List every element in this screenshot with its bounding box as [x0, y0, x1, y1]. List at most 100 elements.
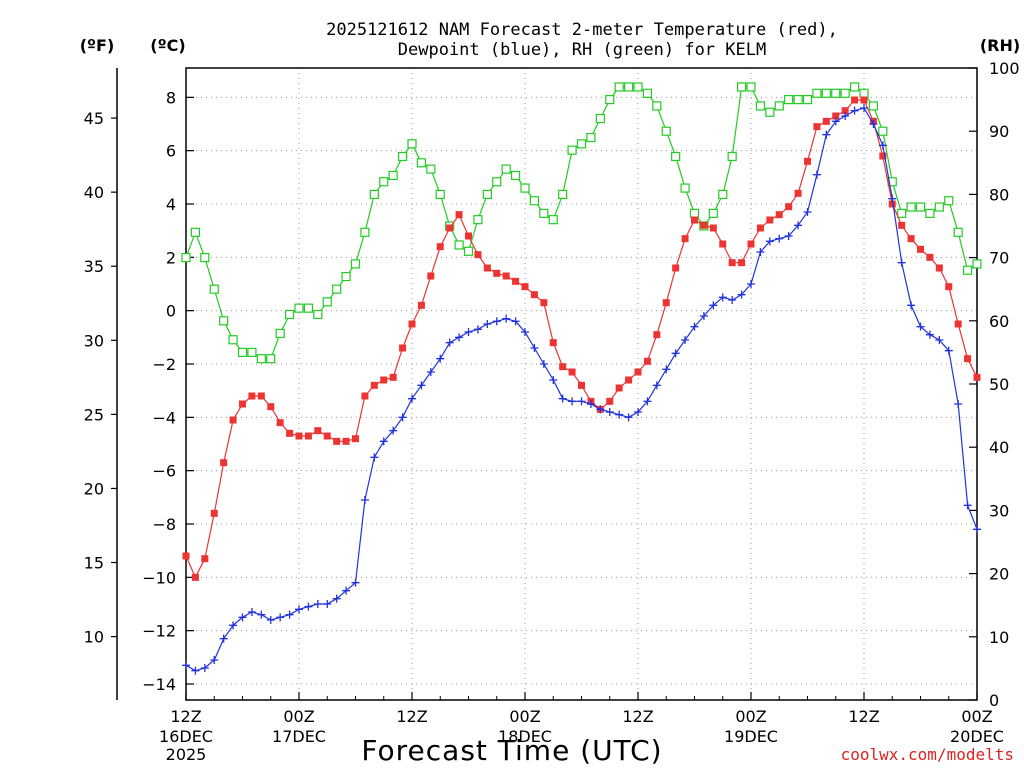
rh-point	[350, 259, 361, 269]
date-tick-label: 16DEC	[159, 727, 213, 746]
fahrenheit-tick-label: 30	[84, 331, 104, 350]
rh-point	[520, 183, 530, 193]
celsius-tick-label: −2	[152, 355, 176, 374]
temperature-point	[832, 112, 840, 120]
dewpoint-point	[266, 616, 275, 624]
dewpoint-point	[295, 605, 303, 614]
temperature-point	[417, 301, 425, 309]
rh-point	[435, 189, 445, 199]
rh-point	[812, 88, 822, 98]
rh-point	[313, 309, 323, 320]
date-tick-label: 18DEC	[498, 727, 552, 746]
dewpoint-point	[511, 317, 520, 326]
temperature-point	[191, 573, 199, 581]
rh-point	[190, 227, 201, 237]
dewpoint-point	[332, 594, 341, 603]
rh-point	[426, 164, 436, 174]
temperature-point	[813, 123, 821, 131]
rh-point	[774, 101, 784, 111]
rh-point	[840, 88, 850, 98]
dewpoint-point	[869, 120, 878, 128]
temperature-series	[182, 96, 981, 581]
dewpoint-point	[323, 600, 332, 608]
rh-tick-label: 10	[989, 628, 1009, 647]
rh-tick-label: 50	[989, 375, 1009, 394]
temperature-point	[973, 373, 981, 381]
celsius-tick-label: 8	[166, 88, 176, 107]
rh-point	[859, 88, 869, 98]
dewpoint-point	[775, 234, 784, 243]
dewpoint-point	[351, 578, 360, 587]
temperature-point	[342, 437, 350, 445]
temperature-point	[568, 368, 576, 376]
dewpoint-point	[803, 208, 812, 216]
temperature-point	[804, 157, 811, 165]
dewpoint-point	[624, 413, 633, 422]
rh-point	[303, 303, 314, 313]
dewpoint-point	[521, 328, 529, 336]
temperature-point	[625, 376, 633, 384]
temperature-point	[512, 277, 520, 285]
rh-point	[586, 132, 596, 143]
temperature-point	[465, 232, 472, 240]
temperature-point	[276, 419, 284, 427]
rh-point	[492, 177, 502, 187]
rh-point	[595, 113, 605, 124]
temperature-point	[700, 221, 708, 229]
dewpoint-point	[963, 501, 972, 510]
rh-point	[906, 202, 916, 212]
temperature-point	[907, 235, 915, 243]
gridlines	[186, 68, 977, 700]
dewpoint-point	[737, 290, 746, 299]
temperature-point	[935, 264, 943, 272]
dewpoint-point	[907, 301, 916, 310]
temperature-point	[295, 432, 303, 440]
dewpoint-point	[285, 610, 294, 619]
rh-point	[934, 202, 944, 212]
temperature-point	[691, 216, 698, 224]
time-tick-label: 00Z	[961, 707, 992, 726]
rh-point	[482, 189, 492, 199]
temperature-point	[408, 320, 416, 328]
unit-rh: (RH)	[980, 36, 1020, 55]
rh-point	[416, 158, 427, 168]
temperature-point	[851, 96, 859, 104]
temperature-point	[352, 435, 359, 443]
time-tick-label: 00Z	[509, 707, 540, 726]
rh-point	[284, 309, 295, 320]
temperature-point	[672, 264, 680, 272]
dewpoint-point	[765, 237, 774, 246]
rh-point	[915, 202, 926, 212]
temperature-point	[436, 243, 444, 251]
rh-point	[736, 82, 747, 92]
temperature-point	[917, 245, 924, 253]
dewpoint-point	[408, 394, 416, 403]
fahrenheit-tick-label: 10	[84, 628, 104, 647]
temperature-point	[502, 272, 510, 280]
celsius-axis: −14 −12 −10 −8 −6 −4 −2 0 2 4 6 8	[142, 88, 194, 694]
rh-point	[642, 88, 653, 98]
dewpoint-point	[860, 104, 868, 112]
credit-text: coolwx.com/modelts	[841, 745, 1014, 764]
dewpoint-point	[897, 258, 906, 267]
dewpoint-point	[756, 248, 765, 256]
dewpoint-line	[185, 107, 978, 672]
rh-point	[680, 183, 690, 193]
x-axis-label: Forecast Time (UTC)	[361, 734, 662, 767]
rh-point	[275, 328, 285, 339]
temperature-point	[455, 211, 463, 219]
time-tick-label: 12Z	[622, 707, 653, 726]
temperature-point	[926, 253, 934, 261]
dewpoint-point	[313, 600, 322, 608]
fahrenheit-tick-label: 45	[84, 109, 104, 128]
time-tick-label: 12Z	[848, 707, 879, 726]
temperature-point	[719, 240, 727, 248]
temperature-point	[643, 357, 651, 365]
rh-point	[708, 208, 718, 218]
dewpoint-point	[794, 221, 803, 230]
rh-point	[529, 196, 540, 206]
dewpoint-point	[709, 301, 718, 310]
dewpoint-point	[530, 344, 539, 352]
time-tick-label: 12Z	[170, 707, 201, 726]
rh-point	[219, 316, 229, 326]
